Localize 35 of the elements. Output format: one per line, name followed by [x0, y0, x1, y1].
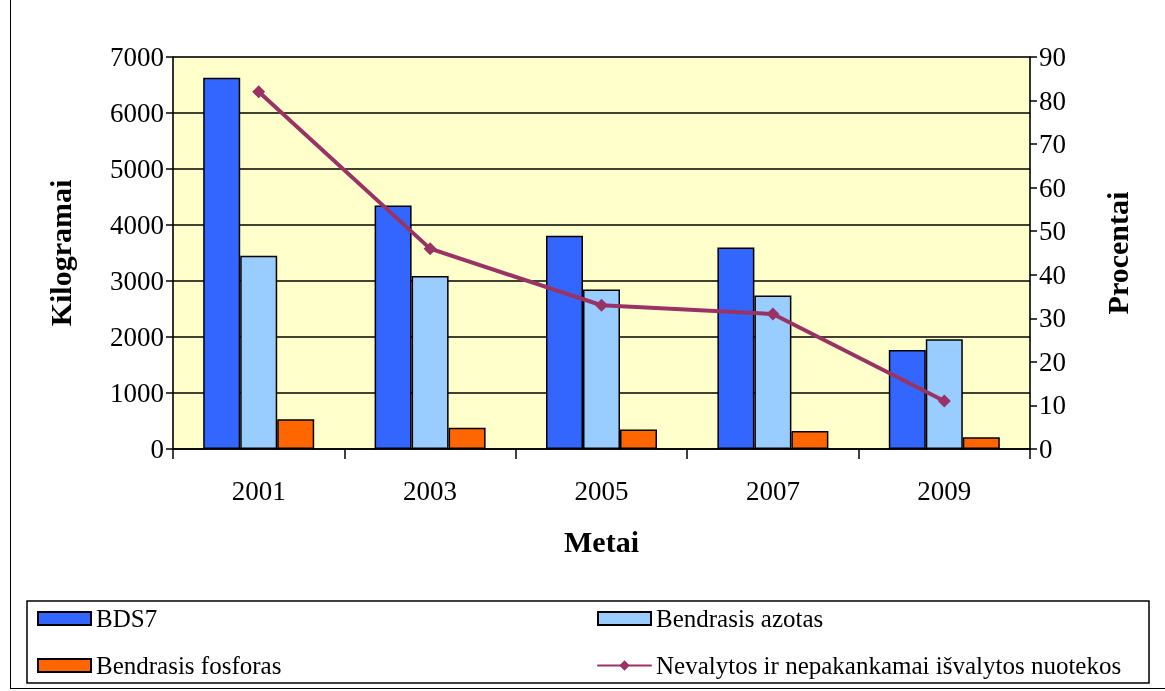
y2-tick-label: 30	[1039, 303, 1066, 334]
x-tick-label: 2009	[917, 475, 972, 506]
y-tick-label: 1000	[110, 378, 164, 408]
y-tick-label: 6000	[110, 98, 164, 128]
y-tick-label: 3000	[110, 266, 164, 296]
point	[252, 85, 266, 99]
y2-tick-label: 90	[1039, 42, 1066, 72]
y-tick-label: 4000	[110, 210, 164, 240]
point	[766, 307, 780, 321]
y2-tick-label: 80	[1039, 85, 1066, 116]
y2-tick-label: 50	[1039, 216, 1066, 247]
legend-label: Nevalytos ir nepakankamai išvalytos nuotekos	[656, 652, 1122, 679]
y2-axis-title: Procentai	[1100, 191, 1134, 315]
x-tick-label: 2003	[403, 475, 458, 506]
legend-label: Bendrasis fosforas	[96, 652, 282, 679]
x-tick-label: 2001	[231, 475, 286, 506]
y2-tick-label: 10	[1039, 390, 1066, 421]
y-tick-label: 2000	[110, 322, 164, 352]
y2-tick-label: 20	[1039, 346, 1066, 377]
legend-label: Bendrasis azotas	[656, 605, 824, 632]
y2-tick-label: 0	[1039, 434, 1053, 464]
y-axis-title: Kilogramai	[43, 179, 77, 327]
y2-tick-label: 70	[1039, 129, 1066, 160]
y-tick-label: 0	[150, 434, 164, 464]
y-tick-label: 7000	[110, 42, 164, 72]
y2-tick-label: 60	[1039, 172, 1066, 203]
y2-tick-label: 40	[1039, 259, 1066, 290]
point	[595, 298, 608, 312]
y-tick-label: 5000	[110, 154, 164, 184]
x-axis-title: Metai	[564, 524, 639, 558]
point	[423, 242, 437, 256]
legend-label: BDS7	[96, 605, 158, 632]
x-tick-label: 2007	[745, 475, 800, 506]
x-tick-label: 2005	[574, 475, 629, 506]
point	[937, 394, 951, 408]
